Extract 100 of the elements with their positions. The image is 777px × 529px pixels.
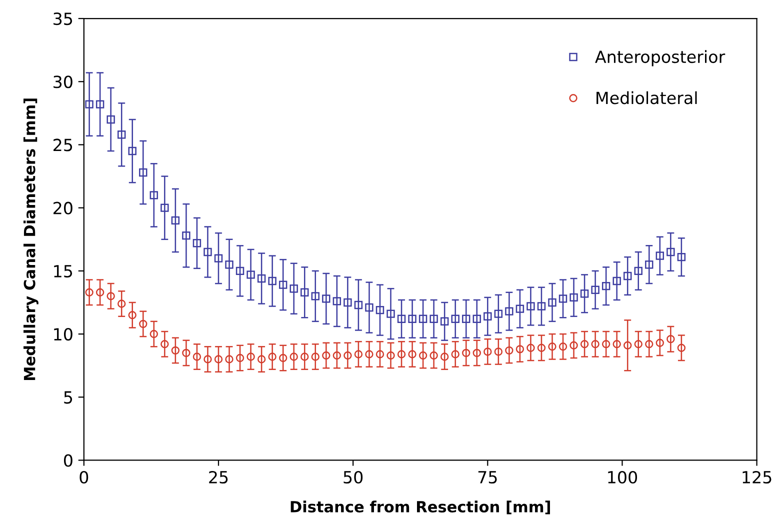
point: [225, 260, 234, 269]
point: [246, 352, 255, 361]
x-tick-label: 50: [344, 470, 363, 484]
y-tick-label: 15: [54, 265, 72, 278]
x-axis-title: Distance from Resection [mm]: [290, 500, 550, 514]
point: [494, 310, 503, 318]
point: [656, 338, 664, 347]
point: [656, 252, 664, 260]
point: [677, 344, 686, 352]
point: [386, 351, 395, 360]
point: [548, 342, 556, 351]
point: [311, 352, 320, 361]
point: [397, 314, 406, 323]
point: [537, 344, 546, 352]
point: [204, 248, 212, 256]
point: [430, 314, 438, 323]
point: [344, 351, 352, 360]
y-axis-title: Medullary Canal Diameters [mm]: [23, 98, 38, 380]
point: [602, 340, 610, 348]
point: [472, 348, 481, 358]
x-tick-label: 0: [80, 470, 88, 484]
point: [322, 294, 330, 303]
point: [570, 341, 578, 350]
point: [300, 288, 309, 296]
legend-label: Mediolateral: [596, 91, 697, 104]
point: [505, 307, 514, 316]
point: [96, 100, 104, 108]
y-tick-label: 35: [54, 12, 72, 26]
point: [204, 355, 212, 364]
point: [214, 355, 223, 364]
point: [666, 248, 675, 256]
point: [171, 216, 180, 225]
point: [225, 355, 234, 364]
y-tick-label: 25: [54, 138, 72, 152]
point: [645, 340, 654, 348]
y-tick-label: 30: [54, 76, 72, 88]
point: [472, 314, 481, 323]
point: [505, 346, 514, 355]
y-tick-label: 20: [54, 202, 72, 214]
x-tick-label: 125: [742, 470, 772, 484]
point: [171, 346, 180, 355]
point: [85, 100, 94, 108]
point: [214, 254, 223, 262]
point: [106, 292, 115, 300]
point: [548, 298, 556, 307]
point: [128, 146, 136, 156]
point: [290, 284, 298, 293]
point: [418, 351, 428, 360]
point: [440, 317, 449, 326]
point: [516, 345, 524, 354]
point: [354, 350, 363, 358]
point: [118, 130, 126, 139]
point: [236, 266, 244, 276]
x-tick-label: 25: [209, 470, 228, 484]
point: [408, 350, 416, 358]
x-tick-label: 100: [608, 470, 638, 484]
point: [440, 352, 449, 361]
y-tick-label: 0: [64, 454, 72, 467]
point: [645, 260, 654, 269]
point: [376, 306, 384, 314]
point: [624, 272, 632, 280]
point: [677, 252, 686, 262]
point: [160, 204, 169, 212]
point: [451, 314, 460, 323]
point: [128, 310, 136, 320]
point: [192, 239, 202, 248]
point: [332, 351, 342, 360]
point: [85, 288, 94, 296]
point: [516, 304, 524, 313]
point: [160, 340, 169, 348]
point: [332, 297, 342, 306]
point: [537, 302, 546, 310]
point: [526, 302, 535, 310]
point: [558, 342, 568, 351]
point: [526, 344, 535, 352]
point: [666, 334, 675, 344]
point: [150, 191, 158, 200]
point: [376, 350, 384, 358]
point: [278, 280, 288, 289]
point: [484, 312, 492, 320]
point: [246, 270, 255, 279]
point: [580, 290, 589, 298]
point: [624, 341, 632, 350]
point: [322, 351, 330, 360]
point: [290, 352, 298, 361]
point: [634, 266, 642, 276]
point: [182, 231, 190, 240]
point: [257, 355, 266, 364]
legend-label: Anteroposterior: [595, 50, 726, 66]
point: [236, 354, 244, 362]
point: [354, 300, 363, 310]
point: [462, 348, 470, 358]
point: [634, 340, 642, 348]
point: [430, 351, 438, 360]
point: [612, 276, 621, 286]
point: [192, 352, 202, 361]
point: [386, 310, 395, 318]
point: [484, 348, 492, 356]
point: [558, 294, 568, 303]
point: [268, 276, 276, 286]
